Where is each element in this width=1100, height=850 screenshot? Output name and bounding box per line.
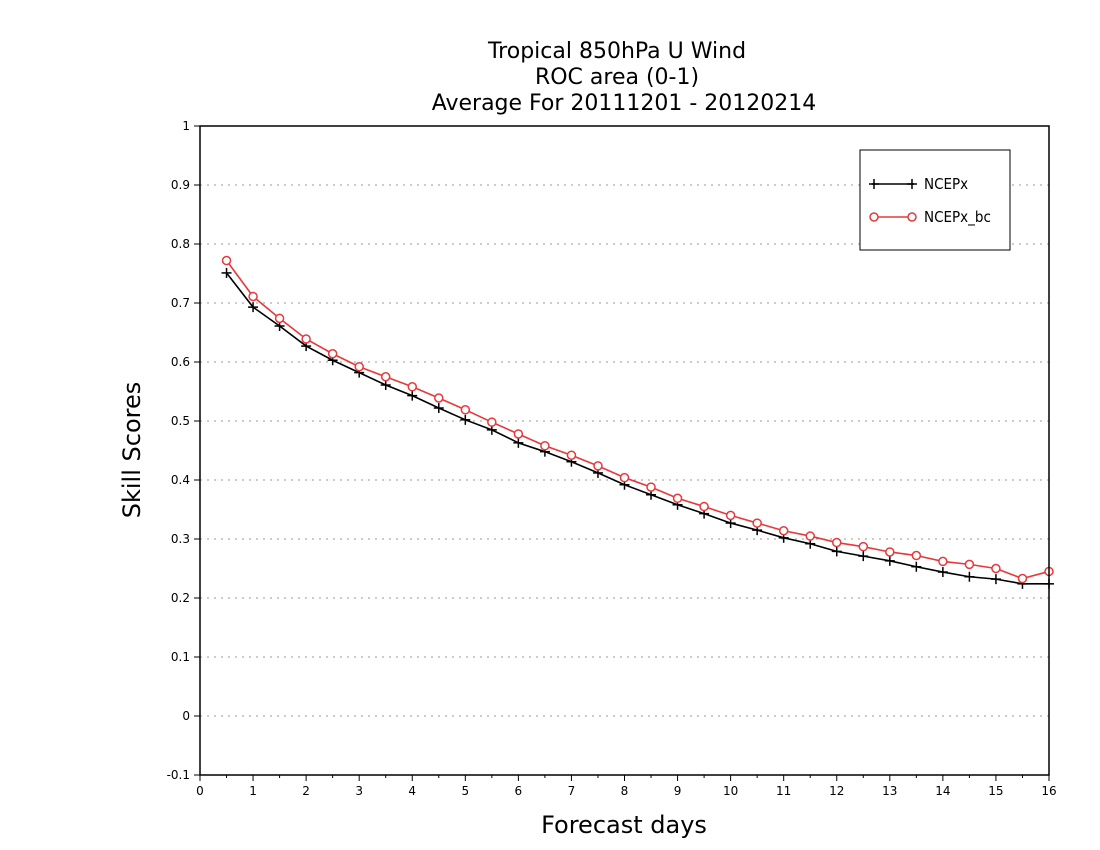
y-tick-label: 0.8 [171,237,190,251]
data-point [407,382,417,392]
x-tick-label: 14 [935,784,950,798]
data-point [911,561,922,572]
data-point [778,525,789,536]
y-tick-label: 0.6 [171,355,190,369]
data-point [433,403,444,414]
legend-marker [907,179,917,189]
data-point [831,546,842,557]
data-point [1017,573,1028,584]
data-point [248,291,258,302]
x-tick-label: 7 [568,784,576,798]
data-point [805,531,815,541]
y-tick-label: 0.2 [171,591,190,605]
chart-title-line-1: Tropical 850hPa U Wind [487,39,746,64]
data-point [646,482,656,492]
data-point [513,429,524,439]
data-point [274,313,285,324]
series-line [225,272,1049,585]
data-point [858,551,869,562]
axis-ticks: -0.100.10.20.30.40.50.60.70.80.910 1 2 3 4 5 6… [167,119,1057,798]
data-point [301,334,311,344]
data-point [752,518,762,528]
data-point [221,255,232,266]
x-tick-label: 9 [674,784,682,798]
x-tick-label: 4 [408,784,416,798]
data-point [593,461,603,471]
data-point [725,510,736,521]
data-point [858,541,869,552]
legend-entry-ncepx-bc: NCEPx_bc [869,208,991,227]
x-tick-label: 0 [196,784,204,798]
data-point [937,567,948,578]
data-point [699,501,709,512]
data-point [672,493,683,504]
x-tick-label: 8 [621,784,629,798]
series-ncepx [221,267,1054,589]
data-point [566,450,577,460]
data-point [434,393,444,403]
x-tick-label: 3 [355,784,363,798]
plot-area-frame [199,125,1050,776]
chart-title-line-3: Average For 20111201 - 20120214 [432,91,817,116]
data-point [327,348,338,359]
x-axis-label: Forecast days [541,811,707,839]
data-point [885,547,895,557]
legend-marker [869,179,879,189]
data-point [513,437,524,448]
legend-label: NCEPx_bc [924,208,991,227]
legend-entry-ncepx: NCEPx [869,175,968,193]
data-point [221,267,232,278]
data-point [990,574,1001,585]
data-point [884,555,895,566]
x-tick-label: 1 [249,784,257,798]
legend-marker [907,212,917,222]
series-line [225,260,1050,580]
data-point [380,380,391,391]
y-tick-label: 0.9 [171,178,190,192]
data-point [380,372,391,382]
x-tick-label: 16 [1041,784,1056,798]
x-tick-label: 5 [461,784,469,798]
data-point [487,417,497,427]
y-tick-label: 0.7 [171,296,190,310]
legend-marker [869,212,879,222]
y-tick-label: 0.3 [171,532,190,546]
x-tick-label: 6 [515,784,523,798]
series-ncepx-bc [221,255,1054,584]
data-point [248,302,259,313]
chart-title: Tropical 850hPa U Wind ROC area (0-1) Av… [432,39,817,116]
y-tick-label: 0.5 [171,414,190,428]
x-tick-label: 2 [302,784,310,798]
x-tick-label: 11 [776,784,791,798]
x-tick-label: 10 [723,784,738,798]
data-point [832,537,842,548]
legend-label: NCEPx [924,175,968,193]
y-tick-label: 0 [182,709,190,723]
legend: NCEPx NCEPx_bc [859,149,1011,251]
chart-title-line-2: ROC area (0-1) [535,65,699,90]
x-tick-label: 13 [882,784,897,798]
x-tick-label: 12 [829,784,844,798]
data-point [964,559,975,570]
legend-box [859,149,1011,251]
x-tick-label: 15 [988,784,1003,798]
y-tick-label: 0.1 [171,650,190,664]
y-tick-label: -0.1 [167,768,190,782]
data-point [938,556,948,567]
data-point [991,563,1001,574]
data-point [911,550,922,561]
data-point [460,405,471,415]
data-point [407,390,418,401]
data-point [460,414,471,425]
data-point [964,571,975,582]
data-point [354,361,364,372]
y-axis-label: Skill Scores [118,382,146,519]
y-tick-label: 1 [182,119,190,133]
data-point [619,472,630,483]
data-point [540,441,550,451]
y-tick-label: 0.4 [171,473,190,487]
